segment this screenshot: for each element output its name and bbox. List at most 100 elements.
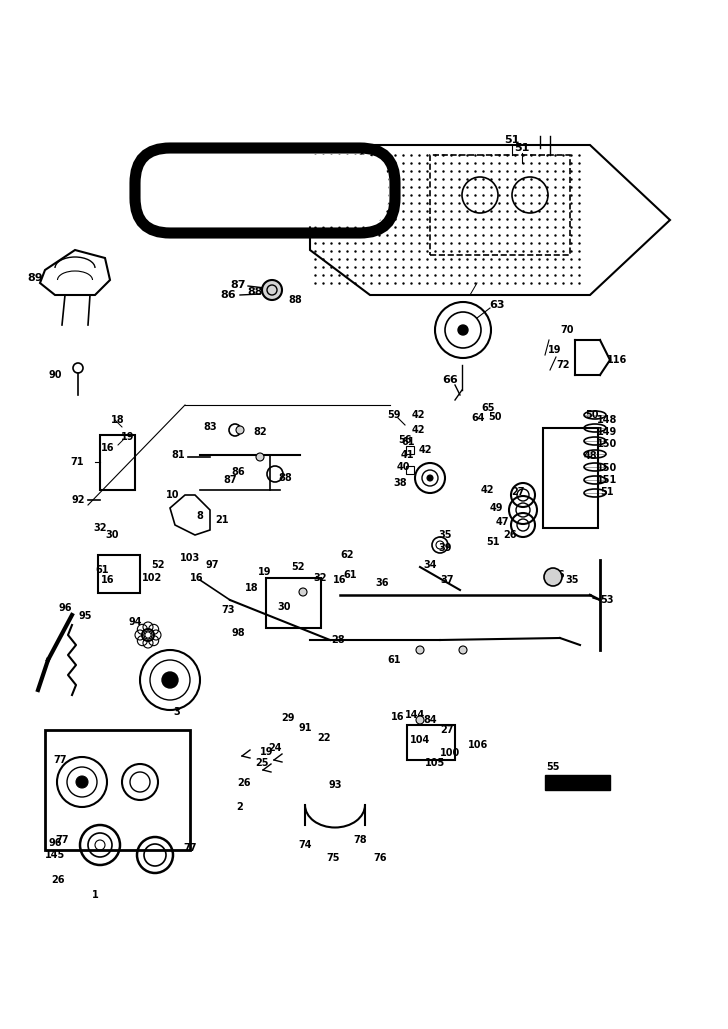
Circle shape xyxy=(262,280,282,300)
Text: 61: 61 xyxy=(343,570,357,580)
Text: 26: 26 xyxy=(237,778,250,788)
Text: 35: 35 xyxy=(565,575,579,586)
Text: 51: 51 xyxy=(505,135,520,145)
Text: 21: 21 xyxy=(215,514,229,525)
Circle shape xyxy=(427,475,433,481)
Text: 35: 35 xyxy=(438,530,452,540)
Circle shape xyxy=(544,568,562,586)
Bar xyxy=(430,155,570,255)
Text: 105: 105 xyxy=(425,758,445,768)
Text: 66: 66 xyxy=(442,375,458,385)
Text: 73: 73 xyxy=(221,605,234,615)
Text: 47: 47 xyxy=(495,517,509,527)
Text: 27: 27 xyxy=(440,725,454,735)
Bar xyxy=(406,446,414,454)
Text: 84: 84 xyxy=(423,715,437,725)
Text: 76: 76 xyxy=(373,853,387,863)
Text: 37: 37 xyxy=(440,575,454,586)
Text: 39: 39 xyxy=(438,543,452,553)
Text: 64: 64 xyxy=(471,413,485,423)
Text: 50: 50 xyxy=(488,412,502,422)
Text: 61: 61 xyxy=(387,655,400,665)
Circle shape xyxy=(236,426,244,434)
Text: 98: 98 xyxy=(232,628,245,638)
Text: 150: 150 xyxy=(597,439,617,449)
Text: 87: 87 xyxy=(223,475,237,485)
Text: 55: 55 xyxy=(546,762,560,772)
Text: 57: 57 xyxy=(256,199,274,212)
Circle shape xyxy=(416,716,424,724)
Text: 36: 36 xyxy=(375,578,389,588)
Text: 28: 28 xyxy=(331,635,345,645)
Text: 116: 116 xyxy=(607,355,627,365)
Text: 61: 61 xyxy=(401,437,415,447)
Text: 65: 65 xyxy=(481,403,495,413)
Text: 26: 26 xyxy=(51,875,65,885)
Circle shape xyxy=(299,588,307,596)
Text: 71: 71 xyxy=(70,457,84,467)
Text: 48: 48 xyxy=(583,451,597,461)
Text: 29: 29 xyxy=(281,713,295,723)
Bar xyxy=(407,725,455,760)
Text: 32: 32 xyxy=(93,523,107,533)
Text: 90: 90 xyxy=(48,370,62,380)
Text: 2: 2 xyxy=(237,802,243,812)
Text: 96: 96 xyxy=(58,603,72,613)
Text: 91: 91 xyxy=(298,723,312,733)
Text: 52: 52 xyxy=(151,560,165,570)
Text: 53: 53 xyxy=(601,595,614,605)
Text: 10: 10 xyxy=(166,490,180,500)
Text: 61: 61 xyxy=(95,565,108,575)
Text: 51: 51 xyxy=(514,143,530,153)
Text: 93: 93 xyxy=(328,780,341,790)
Text: 19: 19 xyxy=(122,432,135,442)
Circle shape xyxy=(76,776,88,788)
Text: 51: 51 xyxy=(601,487,614,497)
Text: 81: 81 xyxy=(171,450,185,460)
FancyBboxPatch shape xyxy=(143,156,387,225)
Text: 59: 59 xyxy=(387,410,400,420)
Text: 22: 22 xyxy=(317,733,331,743)
Text: 62: 62 xyxy=(340,549,354,560)
Text: 8: 8 xyxy=(197,511,203,521)
Text: 16: 16 xyxy=(333,575,347,586)
Text: 27: 27 xyxy=(511,487,525,497)
Text: 95: 95 xyxy=(78,611,92,620)
Text: 82: 82 xyxy=(253,427,267,437)
Text: 144: 144 xyxy=(405,710,425,720)
Text: 72: 72 xyxy=(556,360,570,370)
Text: 30: 30 xyxy=(106,530,119,540)
Text: 41: 41 xyxy=(400,450,414,460)
Bar xyxy=(266,578,321,628)
Text: 40: 40 xyxy=(396,462,410,472)
Text: 18: 18 xyxy=(245,583,259,593)
Text: 42: 42 xyxy=(480,485,494,495)
Text: 19: 19 xyxy=(548,345,562,355)
Text: 30: 30 xyxy=(277,602,290,612)
Text: 148: 148 xyxy=(597,415,617,425)
Text: 77: 77 xyxy=(183,843,197,853)
Text: 96: 96 xyxy=(48,838,62,848)
Text: 104: 104 xyxy=(410,735,430,745)
Text: 77: 77 xyxy=(55,835,68,845)
Text: 42: 42 xyxy=(411,410,424,420)
Text: 89: 89 xyxy=(27,273,43,283)
Circle shape xyxy=(162,672,178,688)
Text: 150: 150 xyxy=(597,463,617,473)
Text: 49: 49 xyxy=(489,503,503,513)
Bar xyxy=(100,435,135,490)
Text: 1: 1 xyxy=(92,890,98,900)
Text: 83: 83 xyxy=(203,422,217,432)
Text: 102: 102 xyxy=(142,573,162,583)
Text: 145: 145 xyxy=(45,850,65,860)
Text: 75: 75 xyxy=(326,853,340,863)
Text: 88: 88 xyxy=(248,287,263,297)
Bar xyxy=(406,466,414,474)
Text: 106: 106 xyxy=(468,740,488,750)
Text: 78: 78 xyxy=(353,835,367,845)
Text: 88: 88 xyxy=(278,473,292,483)
Text: 100: 100 xyxy=(440,748,460,758)
Text: 19: 19 xyxy=(258,567,272,577)
Text: 36: 36 xyxy=(551,570,565,580)
Text: 70: 70 xyxy=(561,325,574,335)
